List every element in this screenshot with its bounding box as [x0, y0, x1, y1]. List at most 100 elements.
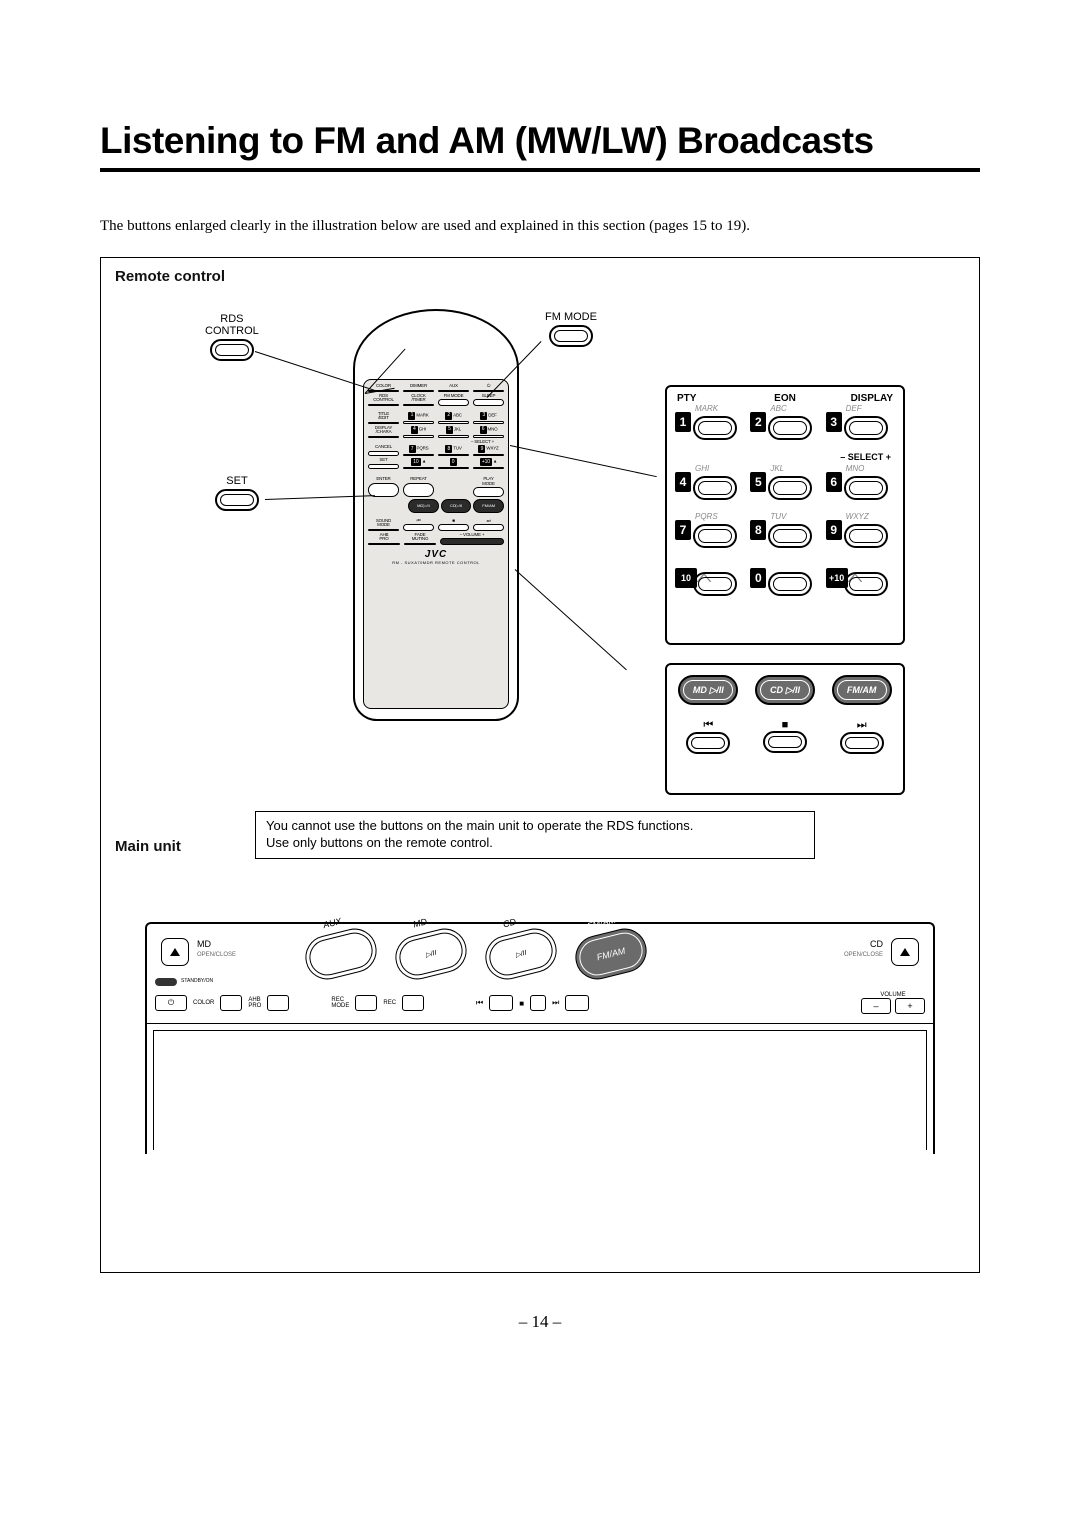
lbl-0: 0: [438, 458, 469, 466]
lbl-dimmer: DIMMER: [403, 384, 434, 389]
lbl-ahb: AHB PRO: [368, 533, 400, 542]
kp-btn: [693, 524, 737, 548]
mu-ahb: [267, 995, 289, 1011]
mu-c-color: COLOR: [193, 1000, 214, 1006]
kp-num: 5: [750, 472, 766, 492]
kp-btn: [768, 524, 812, 548]
lbl-playmode: PLAY MODE: [473, 477, 504, 486]
mu-fmam: FM/AM: [571, 924, 652, 984]
kp-txt: JKL: [770, 464, 784, 473]
lbl-7: 7PQRS: [403, 445, 434, 453]
lbl-vol: – VOLUME +: [440, 533, 504, 538]
lbl-6: 6MNO: [473, 426, 504, 434]
kp-num: 4: [675, 472, 691, 492]
lbl-8: 8TUV: [438, 445, 469, 453]
btn-sleep: [473, 399, 504, 406]
btn-playmode: [473, 487, 504, 497]
btn-9: [473, 454, 504, 456]
mu-lbl-fmam: FM/AM: [586, 915, 617, 932]
lbl-next: ⏭: [473, 519, 504, 524]
lbl-3: 3DEF: [473, 412, 504, 420]
mu-rec: [402, 995, 424, 1011]
callout-rds-btn: [210, 339, 254, 361]
callout-fmmode-btn: [549, 325, 593, 347]
kp-btn: [693, 416, 737, 440]
kp-cell-2: 2 ABC: [750, 404, 819, 446]
src-md: MD ▷/II: [678, 675, 738, 705]
kp-num: 0: [750, 568, 766, 588]
kp-txt: TUV: [770, 512, 786, 521]
keypad-enlarged: PTY EON DISPLAY 1MARK 2 ABC 3DEF – SELECT + 4…: [665, 385, 905, 645]
btn-ahb: [368, 543, 400, 545]
lbl-set: SET: [368, 458, 399, 463]
kp-txt: DEF: [846, 404, 862, 413]
mu-eject-cd: [891, 938, 919, 966]
stop-icon: ■: [782, 719, 789, 731]
mu-lbl-aux: AUX: [322, 916, 342, 930]
btn-power: [473, 390, 504, 392]
brand: JVC: [368, 549, 504, 560]
lbl-2: 2ABC: [438, 412, 469, 420]
mu-cd-sub: OPEN/CLOSE: [844, 952, 883, 958]
lbl-1: 1MARK: [403, 412, 434, 420]
src-cd: CD ▷/II: [755, 675, 815, 705]
note-l1: You cannot use the buttons on the main u…: [266, 818, 804, 835]
lbl-fmmode: FM MODE: [438, 394, 469, 399]
kp-cell-1: 1MARK: [675, 404, 744, 446]
kp-cell-10: 10: [675, 560, 744, 602]
kp-btn: [768, 572, 812, 596]
kp-cell-+10: +10: [826, 560, 895, 602]
kp-display: DISPLAY: [821, 393, 893, 404]
kp-cell-5: 5 JKL: [750, 464, 819, 506]
kp-num: 9: [826, 520, 842, 540]
spacer: [438, 483, 469, 497]
mu-md: ▷/II: [391, 924, 472, 984]
kp-pty: PTY: [677, 393, 749, 404]
lbl-stop: ■: [438, 519, 469, 524]
kp-txt: WXYZ: [846, 512, 869, 521]
mu-md-sub: OPEN/CLOSE: [197, 952, 236, 958]
kp-num: 2: [750, 412, 766, 432]
kp-btn: [844, 572, 888, 596]
lbl-cancel: CANCEL: [368, 445, 399, 450]
mu-color: [220, 995, 242, 1011]
main-unit-label: Main unit: [115, 838, 181, 855]
btn-md-mini: MD▷/II: [408, 499, 439, 513]
src-enlarged: MD ▷/II CD ▷/II FM/AM ⏮ ■ ⏭: [665, 663, 905, 795]
kp-btn: [844, 476, 888, 500]
mu-c-rmode: REC MODE: [331, 997, 349, 1009]
mu-c-ahb: AHB PRO: [248, 997, 261, 1009]
btn-fmmode: [438, 399, 469, 406]
btn-cd-mini: CD▷/II: [441, 499, 472, 513]
kp-eon: EON: [749, 393, 821, 404]
mu-c-rec: REC: [383, 1000, 396, 1006]
note-l2: Use only buttons on the remote control.: [266, 835, 804, 852]
lbl-4: 4GHI: [403, 426, 434, 434]
mu-recmode: [355, 995, 377, 1011]
btn-clock: [403, 404, 434, 406]
kp-cell-3: 3DEF: [826, 404, 895, 446]
kp-btn: [844, 524, 888, 548]
src-prev: [686, 732, 730, 754]
mu-aux: [301, 924, 382, 984]
src-fmam: FM/AM: [832, 675, 892, 705]
kp-txt: GHI: [695, 464, 709, 473]
prev-icon: ⏮: [703, 719, 713, 732]
btn-8: [438, 454, 469, 456]
lbl-blank1: [438, 477, 469, 482]
kp-num: 1: [675, 412, 691, 432]
lbl-aux: AUX: [438, 384, 469, 389]
remote-outline: COLOR DIMMER AUX ⏻ RDS CONTROL CLOCK /TI…: [353, 309, 519, 721]
btn-vol: [440, 538, 504, 545]
intro-text: The buttons enlarged clearly in the illu…: [100, 218, 980, 235]
kp-txt: ABC: [770, 404, 786, 413]
kp-txt: MNO: [846, 464, 865, 473]
kp-cell-8: 8TUV: [750, 512, 819, 554]
btn-5: [438, 435, 469, 438]
kp-select: – SELECT +: [675, 452, 891, 462]
btn-fmam-mini: FM/AM: [473, 499, 504, 513]
mu-standby-led: [155, 978, 177, 986]
prev-icon: ⏮: [476, 998, 483, 1008]
lbl-sound: SOUND MODE: [368, 519, 399, 528]
mu-stop: [530, 995, 546, 1011]
